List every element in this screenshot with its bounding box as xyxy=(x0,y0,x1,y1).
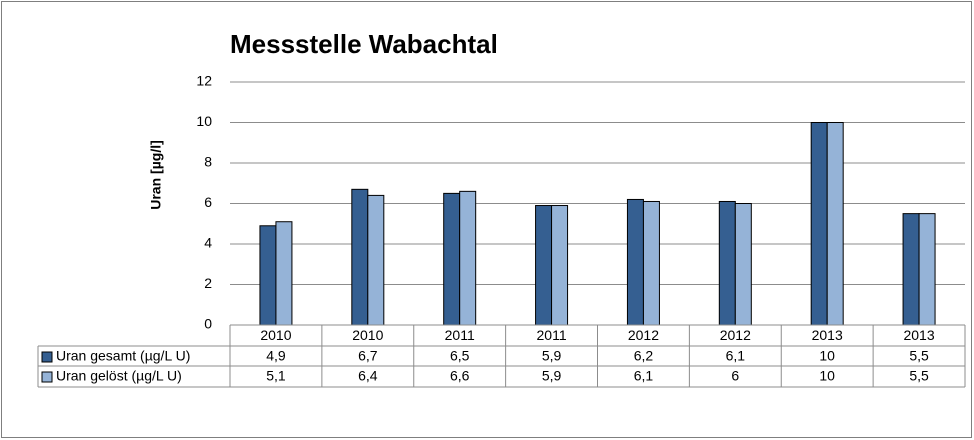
bar xyxy=(443,192,461,326)
y-tick-label: 2 xyxy=(204,275,212,291)
x-tick-label: 2012 xyxy=(720,327,751,343)
legend-label: Uran gelöst (µg/L U) xyxy=(56,368,182,384)
table-value: 6,1 xyxy=(634,368,654,384)
table-value: 5,5 xyxy=(909,368,929,384)
bar xyxy=(810,122,828,326)
bar xyxy=(734,203,752,326)
bar xyxy=(626,198,644,326)
table-value: 10 xyxy=(819,368,835,384)
x-tick-label: 2011 xyxy=(537,327,567,343)
table-value: 6,2 xyxy=(634,348,654,364)
bar xyxy=(718,200,736,326)
table-value: 6,4 xyxy=(358,368,378,384)
table-value: 10 xyxy=(819,348,835,364)
table-value: 6 xyxy=(731,368,739,384)
bar xyxy=(826,122,844,326)
x-tick-label: 2010 xyxy=(352,327,383,343)
y-tick-label: 6 xyxy=(204,194,212,210)
bar xyxy=(459,190,477,326)
bar xyxy=(535,205,553,326)
table-value: 5,9 xyxy=(542,348,562,364)
y-tick-label: 0 xyxy=(204,316,212,332)
table-value: 5,1 xyxy=(266,368,286,384)
legend-swatch xyxy=(41,371,53,383)
table-value: 6,6 xyxy=(450,368,470,384)
y-axis-label: Uran [µg/l] xyxy=(148,140,164,210)
x-tick-label: 2012 xyxy=(628,327,659,343)
bar xyxy=(367,194,385,326)
table-value: 5,9 xyxy=(542,368,562,384)
x-tick-label: 2013 xyxy=(812,327,843,343)
table-value: 6,5 xyxy=(450,348,470,364)
legend-label: Uran gesamt (µg/L U) xyxy=(56,348,190,364)
legend-swatch xyxy=(41,351,53,363)
y-tick-label: 4 xyxy=(204,235,212,251)
x-tick-label: 2011 xyxy=(445,327,475,343)
bar xyxy=(351,188,369,326)
bar xyxy=(551,205,569,326)
y-tick-label: 12 xyxy=(196,73,212,89)
bar xyxy=(259,225,277,326)
bar xyxy=(918,213,936,326)
y-tick-label: 8 xyxy=(204,154,212,170)
y-tick-label: 10 xyxy=(196,113,212,129)
bar xyxy=(642,200,660,326)
x-tick-label: 2013 xyxy=(903,327,934,343)
table-value: 5,5 xyxy=(909,348,929,364)
table-value: 6,1 xyxy=(726,348,746,364)
chart-title: Messstelle Wabachtal xyxy=(230,29,498,59)
bar xyxy=(902,213,920,326)
table-value: 4,9 xyxy=(266,348,286,364)
table-value: 6,7 xyxy=(358,348,378,364)
x-tick-label: 2010 xyxy=(260,327,291,343)
bar xyxy=(275,221,293,326)
